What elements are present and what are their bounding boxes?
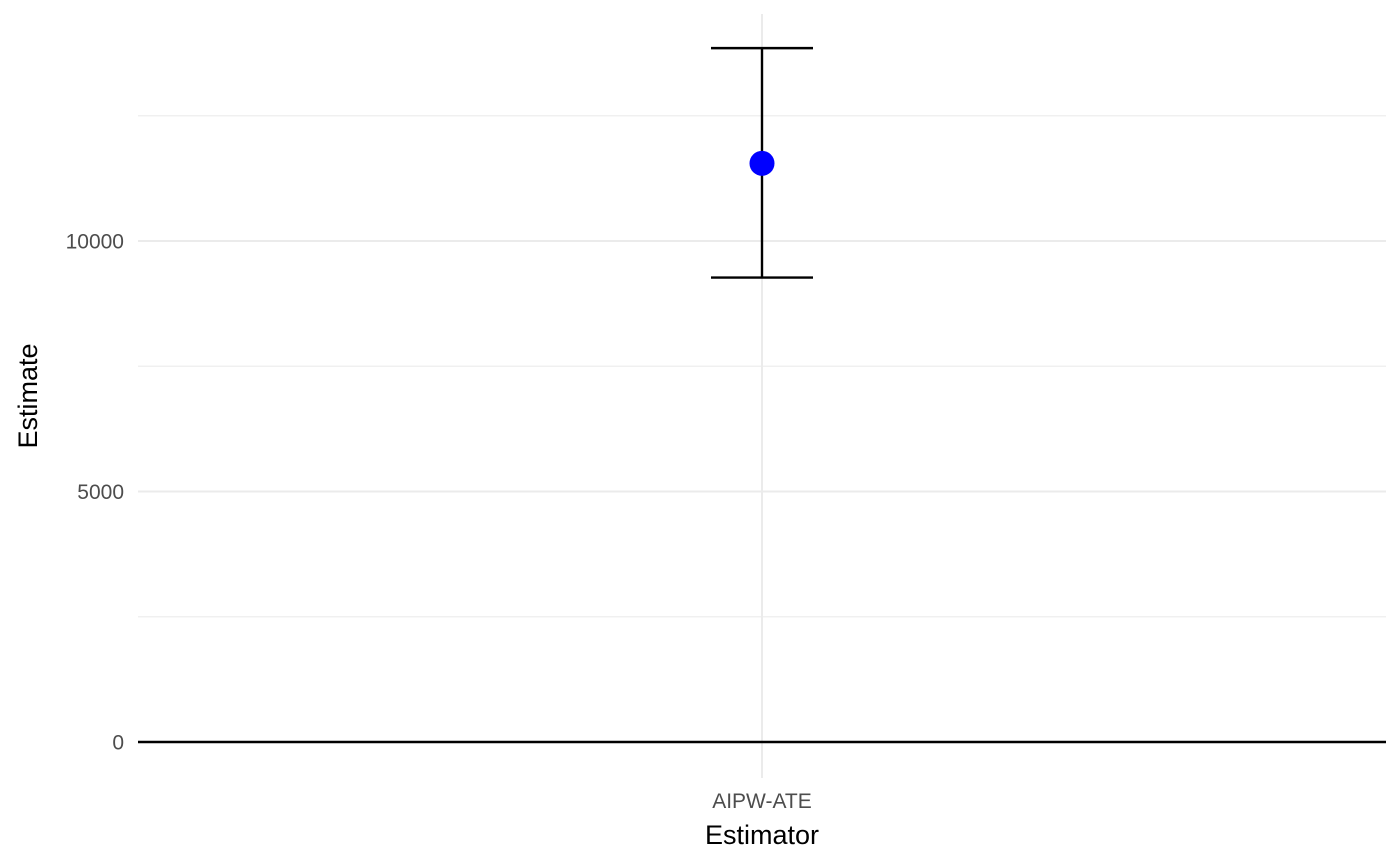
x-axis-title: Estimator [705,820,819,850]
x-axis-tick-labels: AIPW-ATE [712,790,812,813]
y-tick-label: 5000 [77,481,124,504]
y-tick-label: 10000 [66,231,124,254]
estimate-point [749,150,775,176]
y-axis-tick-labels: 0 5000 10000 [66,231,124,755]
data-marks [711,46,813,279]
y-tick-label: 0 [112,732,124,755]
x-tick-label: AIPW-ATE [712,790,812,813]
y-axis-title: Estimate [13,343,43,448]
